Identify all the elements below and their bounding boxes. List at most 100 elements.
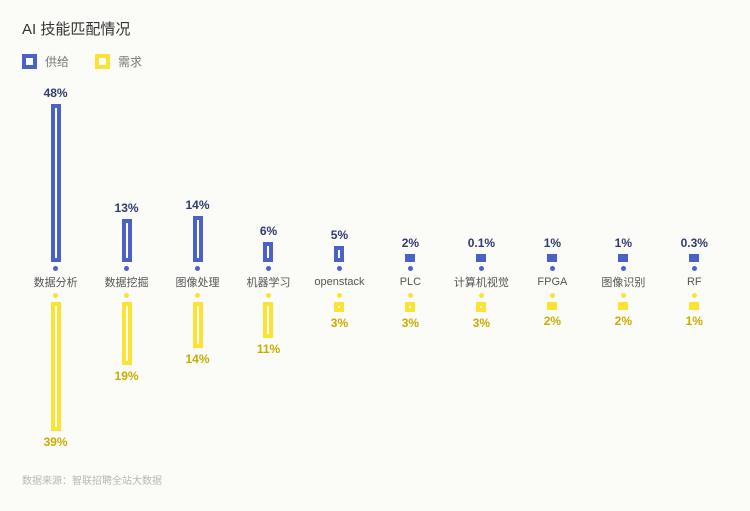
supply-value-label: 1% <box>544 236 561 250</box>
supply-half: 13% <box>95 76 158 271</box>
demand-dot-icon <box>195 293 200 298</box>
demand-bar <box>193 302 203 348</box>
demand-dot-icon <box>53 293 58 298</box>
demand-value-label: 3% <box>473 316 490 330</box>
demand-dot-icon <box>408 293 413 298</box>
supply-half: 5% <box>308 76 371 271</box>
chart-title: AI 技能匹配情况 <box>22 18 728 39</box>
supply-bar <box>263 242 273 262</box>
chart-column: 14% 图像处理 14% <box>166 76 229 466</box>
demand-half: 19% <box>95 293 158 463</box>
demand-half: 2% <box>592 293 655 463</box>
chart-column: 1% 图像识别 2% <box>592 76 655 466</box>
category-label: FPGA <box>537 271 567 293</box>
legend-label-supply: 供给 <box>45 53 69 70</box>
supply-half: 6% <box>237 76 300 271</box>
category-label: RF <box>687 271 702 293</box>
category-label: 数据挖掘 <box>105 271 149 293</box>
chart-column: 13% 数据挖掘 19% <box>95 76 158 466</box>
category-label: 图像处理 <box>176 271 220 293</box>
supply-value-label: 1% <box>615 236 632 250</box>
category-label: 图像识别 <box>601 271 645 293</box>
demand-dot-icon <box>692 293 697 298</box>
demand-value-label: 14% <box>186 352 210 366</box>
supply-half: 14% <box>166 76 229 271</box>
demand-half: 14% <box>166 293 229 463</box>
supply-value-label: 0.1% <box>468 236 495 250</box>
supply-value-label: 2% <box>402 236 419 250</box>
supply-bar <box>618 254 628 262</box>
supply-value-label: 13% <box>115 201 139 215</box>
supply-bar <box>122 219 132 262</box>
chart-column: 0.3% RF 1% <box>663 76 726 466</box>
category-label: PLC <box>400 271 421 293</box>
demand-bar <box>263 302 273 338</box>
supply-half: 2% <box>379 76 442 271</box>
category-label: openstack <box>314 271 364 293</box>
legend: 供给 需求 <box>22 53 728 70</box>
demand-bar <box>334 302 344 312</box>
supply-bar <box>476 254 486 262</box>
demand-half: 1% <box>663 293 726 463</box>
chart-column: 0.1% 计算机视觉 3% <box>450 76 513 466</box>
demand-dot-icon <box>550 293 555 298</box>
legend-swatch-demand <box>95 54 110 69</box>
supply-bar <box>193 216 203 262</box>
supply-value-label: 14% <box>186 198 210 212</box>
demand-dot-icon <box>621 293 626 298</box>
supply-bar <box>405 254 415 262</box>
supply-value-label: 0.3% <box>681 236 708 250</box>
category-label: 机器学习 <box>246 271 290 293</box>
supply-half: 0.1% <box>450 76 513 271</box>
demand-bar <box>405 302 415 312</box>
chart-column: 48% 数据分析 39% <box>24 76 87 466</box>
chart-column: 6% 机器学习 11% <box>237 76 300 466</box>
legend-item-supply: 供给 <box>22 53 69 70</box>
demand-value-label: 2% <box>544 314 561 328</box>
data-source: 数据来源：智联招聘全站大数据 <box>22 472 728 487</box>
supply-bar <box>689 254 699 262</box>
category-label: 计算机视觉 <box>454 271 509 293</box>
supply-bar <box>547 254 557 262</box>
demand-value-label: 11% <box>257 342 280 356</box>
supply-value-label: 48% <box>44 86 68 100</box>
demand-half: 11% <box>237 293 300 463</box>
supply-bar <box>51 104 61 262</box>
demand-value-label: 1% <box>686 314 703 328</box>
demand-bar <box>618 302 628 310</box>
chart-columns: 48% 数据分析 39% 13% 数据挖掘 19% 14% 图像处理 14% 6% 机器学习 11% 5… <box>22 76 728 466</box>
legend-swatch-supply <box>22 54 37 69</box>
category-label: 数据分析 <box>34 271 78 293</box>
demand-half: 3% <box>450 293 513 463</box>
legend-item-demand: 需求 <box>95 53 142 70</box>
demand-value-label: 39% <box>44 435 68 449</box>
demand-bar <box>689 302 699 310</box>
chart-column: 1% FPGA 2% <box>521 76 584 466</box>
supply-half: 48% <box>24 76 87 271</box>
ai-skill-match-chart: AI 技能匹配情况 供给 需求 48% 数据分析 39% 13% 数据挖掘 19% 14% 图… <box>0 0 750 511</box>
demand-half: 2% <box>521 293 584 463</box>
supply-value-label: 5% <box>331 228 348 242</box>
demand-bar <box>51 302 61 431</box>
demand-value-label: 2% <box>615 314 632 328</box>
legend-label-demand: 需求 <box>118 53 142 70</box>
demand-dot-icon <box>124 293 129 298</box>
supply-bar <box>334 246 344 263</box>
supply-half: 1% <box>592 76 655 271</box>
supply-half: 0.3% <box>663 76 726 271</box>
supply-half: 1% <box>521 76 584 271</box>
chart-column: 5% openstack 3% <box>308 76 371 466</box>
demand-bar <box>476 302 486 312</box>
demand-dot-icon <box>479 293 484 298</box>
demand-dot-icon <box>266 293 271 298</box>
demand-value-label: 19% <box>115 369 139 383</box>
chart-column: 2% PLC3% <box>379 76 442 466</box>
demand-half: 39% <box>24 293 87 463</box>
supply-value-label: 6% <box>260 224 277 238</box>
demand-half: 3% <box>379 293 442 463</box>
demand-half: 3% <box>308 293 371 463</box>
demand-bar <box>122 302 132 365</box>
demand-value-label: 3% <box>331 316 348 330</box>
demand-dot-icon <box>337 293 342 298</box>
demand-bar <box>547 302 557 310</box>
